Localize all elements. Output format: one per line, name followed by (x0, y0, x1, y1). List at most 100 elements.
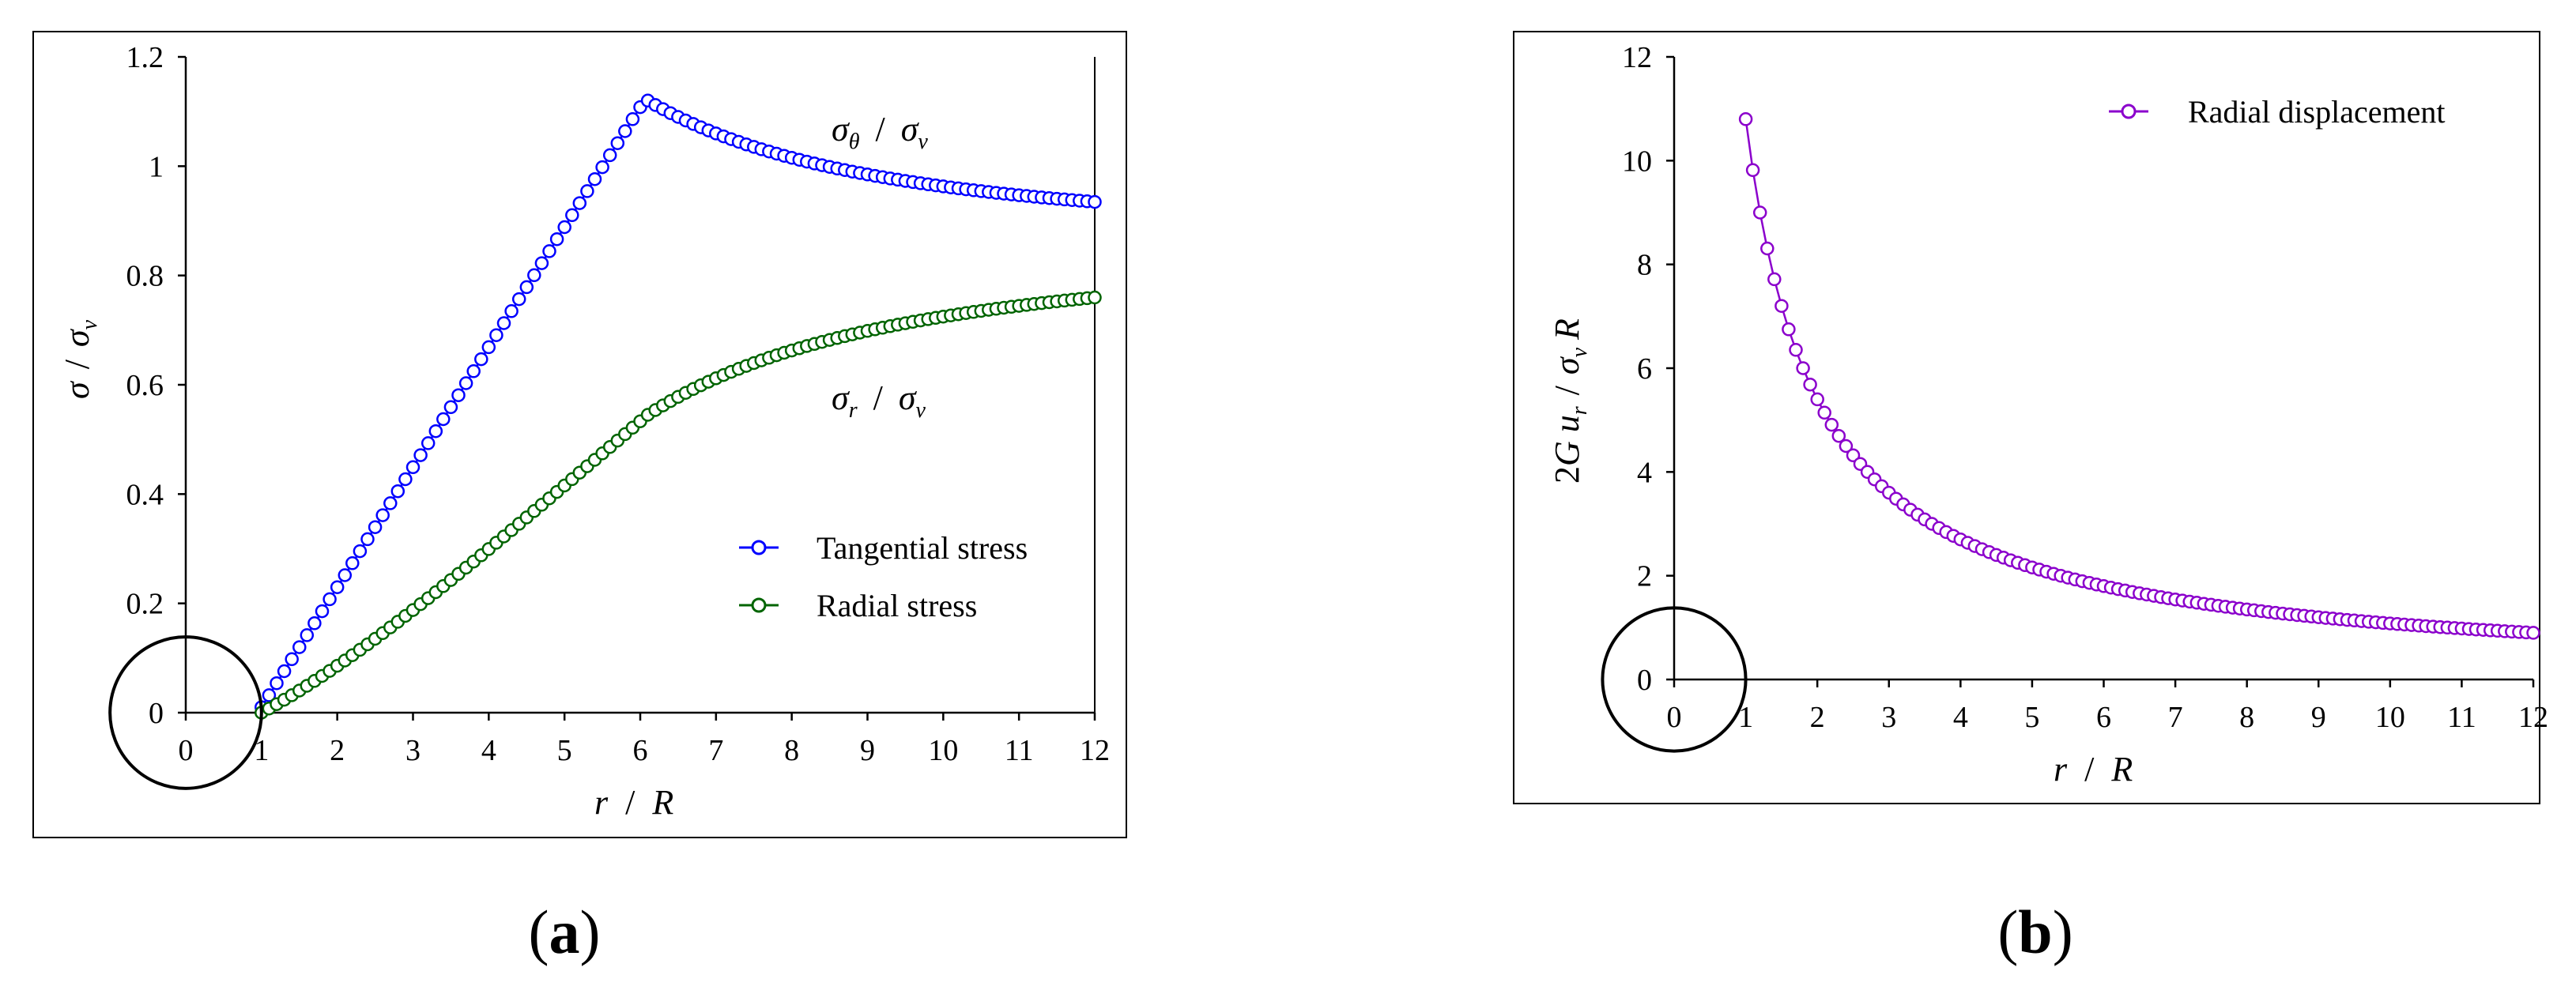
data-point-a-0-21 (413, 448, 428, 462)
data-point-b-0-10 (1810, 392, 1824, 407)
y-tick-label-a-1: 0.2 (126, 588, 164, 621)
data-point-a-0-24 (436, 412, 451, 427)
data-point-a-0-46 (602, 148, 617, 163)
data-point-a-0-5 (292, 640, 307, 654)
data-point-b-0-2 (1752, 205, 1767, 220)
data-point-a-0-2 (270, 676, 284, 691)
data-point-a-0-41 (565, 208, 579, 223)
data-point-a-0-47 (610, 136, 625, 150)
data-point-b-0-7 (1789, 343, 1803, 357)
x-tick-label-a-7: 7 (708, 734, 723, 767)
y-tick-label-a-6: 1.2 (126, 41, 164, 74)
y-tick-label-b-2: 4 (1637, 456, 1652, 489)
data-point-b-0-1 (1745, 163, 1760, 178)
data-point-b-0-5 (1775, 299, 1789, 313)
data-point-a-0-27 (458, 376, 473, 390)
data-point-b-0-3 (1760, 241, 1775, 256)
data-point-b-0-4 (1767, 272, 1782, 287)
x-tick-label-a-11: 11 (1005, 734, 1034, 767)
annotation-tangential: σθ / σv (832, 110, 928, 154)
x-tick-label-b-3: 3 (1881, 701, 1896, 734)
data-point-a-0-19 (398, 472, 413, 487)
x-tick-label-a-2: 2 (330, 734, 345, 767)
data-point-a-0-13 (353, 544, 368, 559)
x-tick-label-a-1: 1 (254, 734, 269, 767)
y-ticks-b: 0 2 4 6 8 10 12 (1622, 41, 1674, 697)
data-point-a-0-48 (618, 124, 632, 138)
data-point-a-0-10 (330, 580, 345, 594)
y-ticks-a: 0 0.2 0.4 0.6 0.8 1 1.2 (126, 41, 186, 730)
legend-label-tangential: Tangential stress (817, 530, 1028, 566)
y-tick-label-b-1: 2 (1637, 560, 1652, 593)
x-tick-label-a-10: 10 (928, 734, 958, 767)
data-point-a-0-26 (451, 388, 466, 402)
data-point-a-0-39 (549, 232, 564, 247)
data-point-a-0-3 (277, 664, 292, 679)
data-point-a-0-23 (428, 423, 443, 439)
y-axis-title-a: σ/σv (58, 319, 102, 399)
x-ticks-b: 0 1 2 3 4 5 6 7 8 9 10 11 12 (1667, 679, 2548, 734)
y-tick-label-a-5: 1 (149, 150, 164, 183)
x-tick-label-a-3: 3 (405, 734, 421, 767)
data-point-a-0-49 (625, 112, 640, 126)
y-tick-label-b-0: 0 (1637, 664, 1652, 697)
x-tick-label-b-4: 4 (1953, 701, 1968, 734)
x-tick-label-a-9: 9 (860, 734, 875, 767)
data-point-b-0-11 (1817, 405, 1831, 420)
legend-marker-radial (751, 597, 767, 613)
data-point-a-0-17 (383, 496, 398, 510)
x-tick-label-b-2: 2 (1810, 701, 1825, 734)
legend-marker-tangential (751, 540, 767, 555)
x-tick-label-b-8: 8 (2239, 701, 2254, 734)
chart-frame-a (32, 31, 1127, 838)
y-tick-label-b-3: 6 (1637, 352, 1652, 386)
data-point-a-0-40 (557, 220, 571, 235)
chart-frame-b (1513, 31, 2540, 804)
data-point-a-0-31 (489, 328, 504, 342)
caption-a: (a) (529, 898, 601, 966)
hole-circle-b (1601, 606, 1748, 753)
data-point-a-0-45 (595, 160, 609, 175)
x-axis-title-b: r / R (2054, 750, 2133, 789)
x-tick-label-a-5: 5 (557, 734, 572, 767)
data-point-a-0-43 (580, 184, 594, 198)
data-point-b-0-6 (1782, 322, 1796, 337)
data-point-a-0-34 (511, 292, 526, 307)
hole-circle-a (108, 635, 263, 790)
annotation-radial: σr / σv (832, 378, 926, 423)
data-point-b-0-0 (1738, 112, 1753, 126)
data-point-a-0-32 (496, 316, 511, 330)
data-point-a-0-36 (527, 268, 541, 283)
data-point-b-0-14 (1839, 439, 1854, 454)
data-point-b-0-110 (2526, 626, 2540, 640)
data-point-b-0-15 (1846, 448, 1861, 463)
data-point-a-0-1 (262, 688, 277, 702)
data-point-a-0-28 (466, 364, 481, 378)
y-axis-title-b: 2G ur/σvR (1548, 318, 1592, 484)
data-point-a-0-6 (300, 628, 315, 642)
legend-label-displacement: Radial displacement (2188, 94, 2445, 130)
x-tick-label-a-4: 4 (481, 734, 496, 767)
x-tick-label-a-12: 12 (1080, 734, 1110, 767)
series-line-b-0 (1744, 119, 2534, 634)
data-point-a-0-35 (519, 280, 534, 295)
data-point-a-0-12 (345, 556, 360, 570)
data-point-a-0-20 (405, 460, 421, 475)
y-tick-label-a-2: 0.4 (126, 478, 164, 511)
y-tick-label-a-0: 0 (149, 697, 164, 730)
data-point-a-0-22 (421, 436, 436, 450)
x-tick-label-b-6: 6 (2096, 701, 2111, 734)
data-point-a-0-33 (504, 304, 519, 318)
data-point-a-0-37 (534, 256, 549, 270)
data-point-a-0-29 (474, 352, 488, 367)
series-group-b (1738, 112, 2540, 640)
data-point-a-0-14 (360, 532, 375, 547)
x-axis-title-a: r / R (594, 783, 673, 822)
y-tick-label-b-6: 12 (1622, 41, 1652, 74)
x-tick-label-b-11: 11 (2447, 701, 2476, 734)
data-point-b-0-9 (1803, 377, 1817, 392)
legend-marker-displacement (2121, 104, 2137, 119)
data-point-a-0-44 (587, 171, 602, 186)
data-point-a-0-42 (572, 196, 587, 210)
caption-b: (b) (1997, 898, 2072, 966)
